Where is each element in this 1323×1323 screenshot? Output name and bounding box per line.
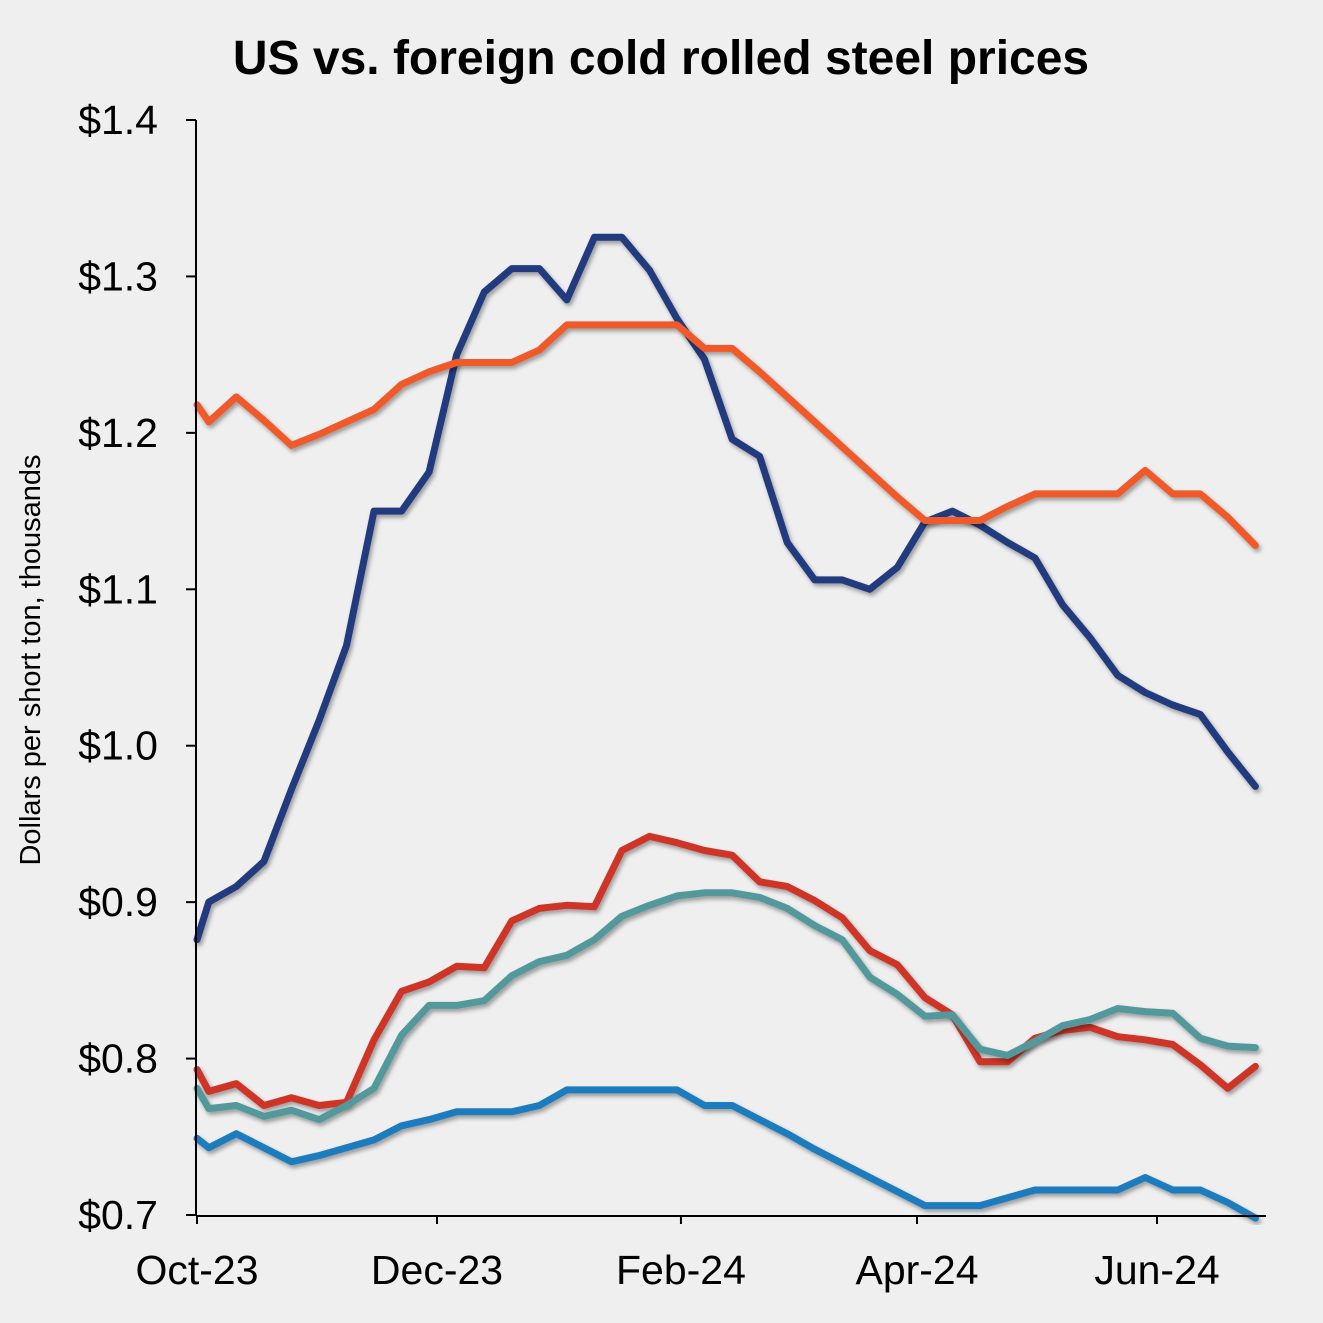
series-line-2 xyxy=(193,321,1259,549)
y-tick-label: $1.1 xyxy=(78,566,158,612)
y-axis-ticks: $0.7 $0.8 $0.9 $1.0 $1.1 $1.2 $1.3 $1.4 xyxy=(78,97,196,1238)
series-line-3 xyxy=(193,832,1259,1109)
x-tick-label: Dec-23 xyxy=(371,1247,503,1293)
x-tick-label: Feb-24 xyxy=(616,1247,746,1293)
x-tick-label: Oct-23 xyxy=(135,1247,258,1293)
y-tick-label: $1.3 xyxy=(78,253,158,299)
x-tick-label: Jun-24 xyxy=(1094,1247,1219,1293)
series-lines xyxy=(193,233,1259,1222)
y-tick-label: $0.7 xyxy=(78,1192,158,1238)
y-tick-label: $1.0 xyxy=(78,723,158,769)
y-tick-label: $1.4 xyxy=(78,97,158,143)
series-line-1 xyxy=(193,233,1259,944)
y-tick-label: $0.9 xyxy=(78,879,158,925)
y-axis-label: Dollars per short ton, thousands xyxy=(15,454,47,865)
series-line-4 xyxy=(193,889,1259,1124)
x-tick-label: Apr-24 xyxy=(855,1247,978,1293)
x-axis-ticks: Oct-23 Dec-23 Feb-24 Apr-24 Jun-24 xyxy=(135,1216,1220,1293)
chart-title: US vs. foreign cold rolled steel prices xyxy=(233,32,1089,85)
y-tick-label: $0.8 xyxy=(78,1036,158,1082)
series-line-5 xyxy=(193,1086,1259,1222)
y-tick-label: $1.2 xyxy=(78,410,158,456)
